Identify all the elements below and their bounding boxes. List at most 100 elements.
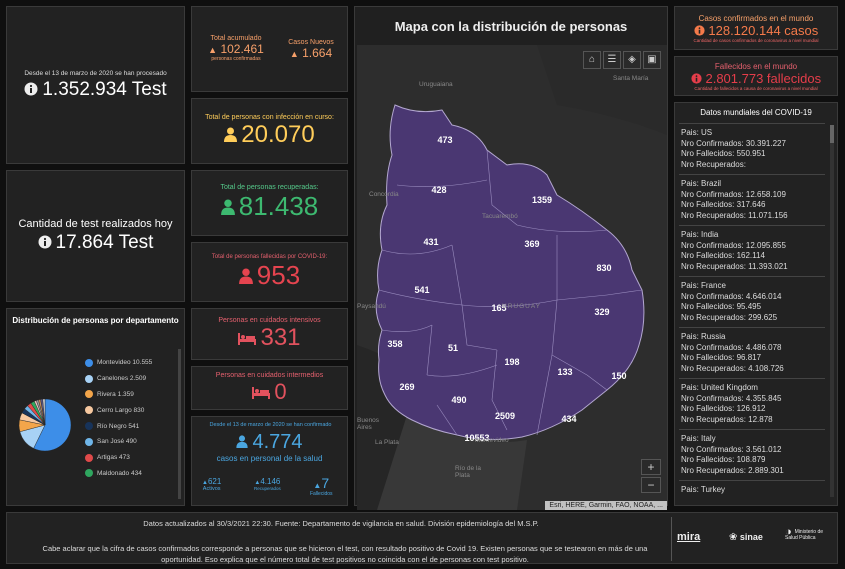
department-label[interactable]: 369 xyxy=(524,239,539,249)
country-card[interactable]: Pais: US Nro Confirmados: 30.391.227 Nro F… xyxy=(679,123,825,174)
tests-today-panel: Cantidad de test realizados hoy 17.864 T… xyxy=(6,170,185,302)
home-icon[interactable]: ⌂ xyxy=(583,51,601,69)
department-label[interactable]: 358 xyxy=(387,339,402,349)
person-icon: ▲ xyxy=(254,480,261,486)
department-label[interactable]: 10553 xyxy=(464,433,489,443)
department-label[interactable]: 269 xyxy=(399,382,414,392)
list-icon[interactable]: ☰ xyxy=(603,51,621,69)
health-staff-active: ▲621 Activos xyxy=(202,477,222,492)
person-icon: ▲ xyxy=(289,49,299,59)
world-list-title: Datos mundiales del COVID-19 xyxy=(700,108,812,117)
department-borders xyxy=(378,149,643,436)
health-staff-value: 4.774 xyxy=(192,431,347,454)
country-rec: Nro Recuperados: 12.878 xyxy=(681,414,773,424)
legend-item[interactable]: Montevideo 10.555 xyxy=(85,355,175,371)
recovered-label: Total de personas recuperadas: xyxy=(220,184,319,191)
department-label[interactable]: 830 xyxy=(596,263,611,273)
country-fall: Nro Fallecidos: 550.951 xyxy=(681,149,766,158)
world-deaths-sub: Cantidad de fallecidos a causa de corona… xyxy=(694,85,818,91)
legend-label: Montevideo 10.555 xyxy=(97,359,153,367)
country-card[interactable]: Pais: Turkey xyxy=(679,480,825,501)
accumulated-sub: personas confirmadas xyxy=(211,56,261,62)
info-circle-icon xyxy=(24,82,38,95)
person-icon: ▲ xyxy=(313,481,322,490)
country-conf: Nro Confirmados: 4.486.078 xyxy=(681,342,782,352)
department-label[interactable]: 473 xyxy=(437,135,452,145)
zoom-in-button[interactable]: + xyxy=(641,459,661,475)
icu-value: 331 xyxy=(238,324,301,352)
footer-disclaimer: Cabe aclarar que la cifra de casos confi… xyxy=(42,544,648,564)
department-label[interactable]: 133 xyxy=(557,367,572,377)
health-staff-dead: ▲7 Fallecidos xyxy=(310,475,333,497)
place-label: Santa María xyxy=(613,75,649,82)
department-label[interactable]: 150 xyxy=(611,371,626,381)
deceased-panel: Total de personas fallecidas por COVID-1… xyxy=(191,242,348,302)
country-card[interactable]: Pais: Russia Nro Confirmados: 4.486.078 Nr… xyxy=(679,327,825,378)
tests-today-value: 17.864 Test xyxy=(38,232,153,254)
legend-label: Canelones 2.509 xyxy=(97,375,147,383)
legend-scrollbar[interactable] xyxy=(178,349,181,499)
legend-item[interactable]: Canelones 2.509 xyxy=(85,371,175,387)
department-label[interactable]: 329 xyxy=(594,307,609,317)
health-staff-panel: Desde el 13 de marzo de 2020 se han conf… xyxy=(191,416,348,506)
department-label[interactable]: 434 xyxy=(561,414,576,424)
map-attribution[interactable]: Esri, HERE, Garmin, FAO, NOAA, ... xyxy=(545,501,667,510)
bed-icon xyxy=(238,332,257,345)
legend-dot xyxy=(85,453,93,462)
distribution-pie-chart xyxy=(18,398,72,452)
fullscreen-icon[interactable]: ▣ xyxy=(643,51,661,69)
map-title: Mapa con la distribución de personas xyxy=(394,19,628,34)
department-label[interactable]: 51 xyxy=(448,343,458,353)
legend-item[interactable]: San José 490 xyxy=(85,434,175,450)
country-card[interactable]: Pais: France Nro Confirmados: 4.646.014 Nr… xyxy=(679,276,825,327)
legend-label: Cerro Largo 830 xyxy=(97,406,145,414)
department-label[interactable]: 541 xyxy=(414,285,429,295)
country-card[interactable]: Pais: United Kingdom Nro Confirmados: 4.3… xyxy=(679,378,825,429)
country-card[interactable]: Pais: Italy Nro Confirmados: 3.561.012 Nro… xyxy=(679,429,825,480)
legend-item[interactable]: Artigas 473 xyxy=(85,450,175,466)
zoom-out-button[interactable]: − xyxy=(641,477,661,493)
footer-update-line: Datos actualizados al 30/3/2021 22:30. F… xyxy=(143,519,539,528)
country-card[interactable]: Pais: Brazil Nro Confirmados: 12.658.109 N… xyxy=(679,174,825,225)
country-conf: Nro Confirmados: 30.391.227 xyxy=(681,138,786,148)
legend-item[interactable]: Maldonado 434 xyxy=(85,466,175,482)
pie-slice[interactable] xyxy=(42,398,46,426)
distribution-legend: Montevideo 10.555 Canelones 2.509 Rivera 1… xyxy=(85,355,175,481)
country-pais: Pais: India xyxy=(681,230,719,239)
deceased-label: Total de personas fallecidas por COVID-1… xyxy=(211,253,328,260)
uruguay-map[interactable]: 473 428 1359 431 369 830 541 165 329 358 51 198 133 1… xyxy=(357,45,667,510)
country-list-scrollbar[interactable] xyxy=(830,125,834,497)
legend-item[interactable]: Rivera 1.359 xyxy=(85,387,175,403)
intermediate-label: Personas en cuidados intermedios xyxy=(215,371,324,379)
legend-item[interactable]: Cerro Largo 830 xyxy=(85,402,175,418)
department-label[interactable]: 490 xyxy=(451,395,466,405)
active-panel: Total de personas con infección en curso… xyxy=(191,98,348,164)
country-fall: Nro Fallecidos: 96.817 xyxy=(681,353,762,362)
department-label[interactable]: 431 xyxy=(423,237,438,247)
department-label[interactable]: 428 xyxy=(431,185,446,195)
scrollbar-thumb[interactable] xyxy=(830,125,834,143)
tests-total-panel: Desde el 13 de marzo de 2020 se han proc… xyxy=(6,6,185,164)
map-canvas[interactable]: 473 428 1359 431 369 830 541 165 329 358 51 198 133 1… xyxy=(357,45,667,510)
world-list-panel: Datos mundiales del COVID-19 Pais: US Nro… xyxy=(674,102,838,506)
place-label: URUGUAY xyxy=(502,303,542,310)
footer-panel: Datos actualizados al 30/3/2021 22:30. F… xyxy=(6,512,838,564)
department-label[interactable]: 198 xyxy=(504,357,519,367)
department-label[interactable]: 165 xyxy=(491,303,506,313)
legend-item[interactable]: Río Negro 541 xyxy=(85,418,175,434)
country-conf: Nro Confirmados: 12.095.855 xyxy=(681,240,786,250)
sinae-logo: ❀ sinae xyxy=(729,532,763,543)
country-list[interactable]: Pais: US Nro Confirmados: 30.391.227 Nro F… xyxy=(679,123,825,501)
health-staff-label: casos en personal de la salud xyxy=(216,454,323,463)
country-card[interactable]: Pais: India Nro Confirmados: 12.095.855 Nr… xyxy=(679,225,825,276)
legend-dot xyxy=(85,437,93,446)
world-confirmed-value: 128.120.144 casos xyxy=(694,23,818,38)
country-fall: Nro Fallecidos: 108.879 xyxy=(681,455,766,464)
department-label[interactable]: 1359 xyxy=(532,195,552,205)
pie-slice[interactable] xyxy=(33,398,72,452)
legend-label: Artigas 473 xyxy=(97,454,130,462)
country-conf: Nro Confirmados: 4.646.014 xyxy=(681,291,782,301)
department-label[interactable]: 2509 xyxy=(495,411,515,421)
legend-label: Río Negro 541 xyxy=(97,422,140,430)
layers-icon[interactable]: ◈ xyxy=(623,51,641,69)
